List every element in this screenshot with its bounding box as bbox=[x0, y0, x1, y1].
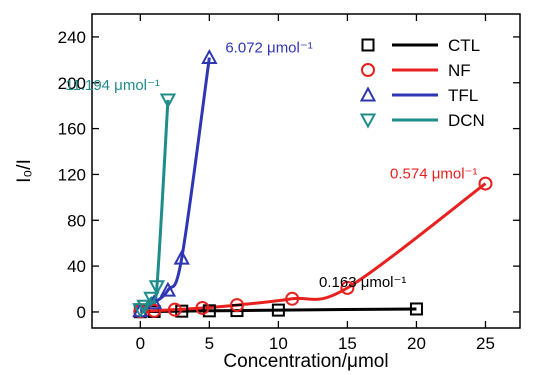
y-tick-label: 120 bbox=[58, 165, 86, 184]
legend-marker-nf bbox=[361, 63, 375, 77]
fit-label-nf: 0.574 μmol⁻¹ bbox=[390, 166, 477, 183]
y-axis-label: I₀/I bbox=[14, 159, 35, 183]
legend-label-nf: NF bbox=[448, 61, 471, 80]
data-point-dcn bbox=[159, 93, 177, 109]
legend-label-dcn: DCN bbox=[448, 111, 485, 130]
fit-label-ctl: 0.163 μmol⁻¹ bbox=[319, 274, 406, 291]
data-point-nf bbox=[167, 302, 182, 317]
y-tick-label: 200 bbox=[58, 74, 86, 93]
fit-labels: 0.163 μmol⁻¹ 0.574 μmol⁻¹ 6.072 μmol⁻¹ 11.1… bbox=[65, 40, 477, 291]
legend-label-ctl: CTL bbox=[448, 36, 480, 55]
data-point-tfl bbox=[173, 249, 190, 265]
data-point-dcn bbox=[136, 299, 153, 315]
fit-label-dcn: 11.194 μmol⁻¹ bbox=[65, 77, 160, 94]
data-point-nf bbox=[229, 298, 244, 313]
axis-ticks: 0 5 10 15 20 25 0 40 80 120 160 200 240 bbox=[58, 14, 520, 353]
fit-line-dcn bbox=[139, 99, 170, 311]
legend-marker-ctl bbox=[361, 38, 375, 52]
data-point-nf bbox=[340, 280, 355, 295]
data-point-dcn bbox=[148, 280, 166, 296]
data-point-dcn bbox=[143, 291, 160, 307]
y-tick-label: 80 bbox=[67, 211, 86, 230]
legend-marker-dcn bbox=[359, 113, 377, 129]
x-tick-label: 0 bbox=[136, 334, 145, 353]
y-tick-label: 0 bbox=[77, 303, 86, 322]
legend-label-tfl: TFL bbox=[448, 86, 478, 105]
y-tick-label: 40 bbox=[67, 257, 86, 276]
fit-label-tfl: 6.072 μmol⁻¹ bbox=[225, 40, 312, 57]
legend-marker-tfl bbox=[359, 86, 377, 102]
plot-frame bbox=[91, 13, 521, 329]
x-tick-label: 20 bbox=[407, 334, 426, 353]
data-point-tfl bbox=[159, 281, 177, 297]
y-tick-label: 240 bbox=[58, 28, 86, 47]
x-axis-label: Concentration/μmol bbox=[223, 351, 388, 372]
data-point-ctl bbox=[271, 303, 285, 317]
data-point-ctl bbox=[230, 304, 244, 318]
data-point-nf bbox=[478, 176, 493, 191]
data-points bbox=[132, 48, 493, 319]
fit-line-nf bbox=[140, 182, 487, 313]
data-point-nf bbox=[147, 303, 162, 318]
x-tick-label: 5 bbox=[205, 334, 214, 353]
data-point-tfl bbox=[201, 48, 218, 65]
x-tick-label: 10 bbox=[269, 334, 288, 353]
data-point-ctl bbox=[175, 304, 189, 318]
x-tick-label: 25 bbox=[476, 334, 495, 353]
y-tick-label: 160 bbox=[58, 120, 86, 139]
data-point-nf bbox=[285, 291, 300, 306]
legend: CTL NF TFL DCN bbox=[359, 36, 485, 130]
x-tick-label: 15 bbox=[338, 334, 357, 353]
data-point-ctl bbox=[409, 302, 423, 316]
data-point-nf bbox=[195, 300, 210, 315]
data-point-ctl bbox=[202, 304, 216, 318]
